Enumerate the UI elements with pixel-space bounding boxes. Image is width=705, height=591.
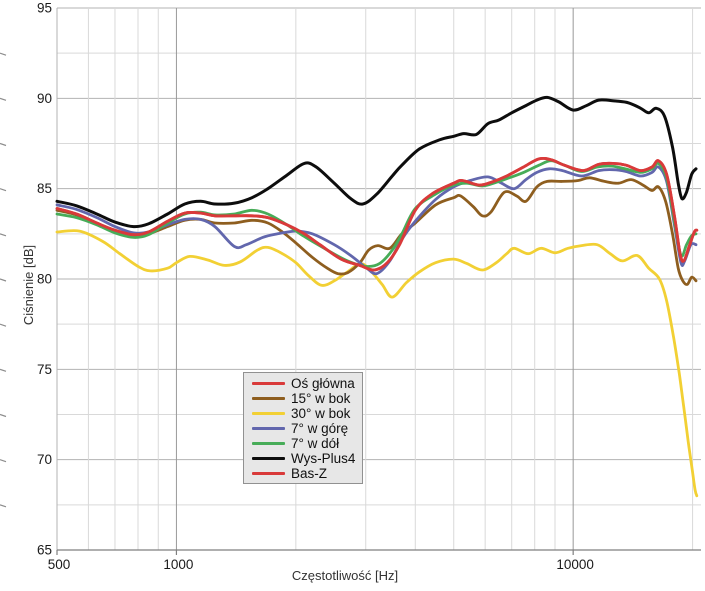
svg-text:65: 65: [37, 543, 52, 558]
legend: Oś główna 15° w bok 30° w bok 7° w górę …: [243, 372, 363, 484]
legend-row: 30° w bok: [252, 406, 356, 421]
y-axis-title: Ciśnienie [dB]: [21, 245, 36, 325]
legend-line-sample: [252, 472, 285, 475]
legend-row: 7° w dół: [252, 436, 356, 451]
legend-line-sample: [252, 427, 285, 430]
legend-row: Wys-Plus4: [252, 451, 356, 466]
legend-label: Wys-Plus4: [291, 451, 356, 466]
series-line-5: [55, 95, 698, 229]
legend-line-sample: [252, 442, 285, 445]
series-lines: [55, 95, 699, 498]
legend-line-sample: [252, 397, 285, 400]
x-axis-title: Częstotliwość [Hz]: [292, 568, 398, 583]
svg-text:75: 75: [37, 362, 52, 377]
legend-line-sample: [252, 382, 285, 385]
svg-text:80: 80: [37, 272, 52, 287]
legend-row: 15° w bok: [252, 391, 356, 406]
legend-label: 7° w górę: [291, 421, 349, 436]
left-edge-ticks: [0, 52, 7, 508]
legend-row: 7° w górę: [252, 421, 356, 436]
svg-text:10000: 10000: [556, 557, 594, 572]
series-line-2: [55, 229, 699, 498]
legend-row: Bas-Z: [252, 466, 356, 481]
legend-label: 15° w bok: [291, 391, 351, 406]
axis-lines: [56, 8, 701, 555]
legend-label: 30° w bok: [291, 406, 351, 421]
svg-text:85: 85: [37, 181, 52, 196]
svg-text:90: 90: [37, 91, 52, 106]
series-line-4: [55, 159, 698, 268]
series-line-0: [55, 156, 699, 272]
legend-label: Oś główna: [291, 376, 355, 391]
legend-label: 7° w dół: [291, 436, 340, 451]
gridlines: [57, 7, 701, 551]
series-line-3: [55, 165, 698, 276]
svg-text:70: 70: [37, 452, 52, 467]
series-line-6: [55, 156, 699, 272]
svg-text:500: 500: [48, 557, 71, 572]
legend-line-sample: [252, 457, 285, 460]
legend-row: Oś główna: [252, 376, 356, 391]
svg-text:1000: 1000: [163, 557, 193, 572]
legend-label: Bas-Z: [291, 466, 328, 481]
legend-line-sample: [252, 412, 285, 415]
svg-text:95: 95: [37, 1, 52, 16]
